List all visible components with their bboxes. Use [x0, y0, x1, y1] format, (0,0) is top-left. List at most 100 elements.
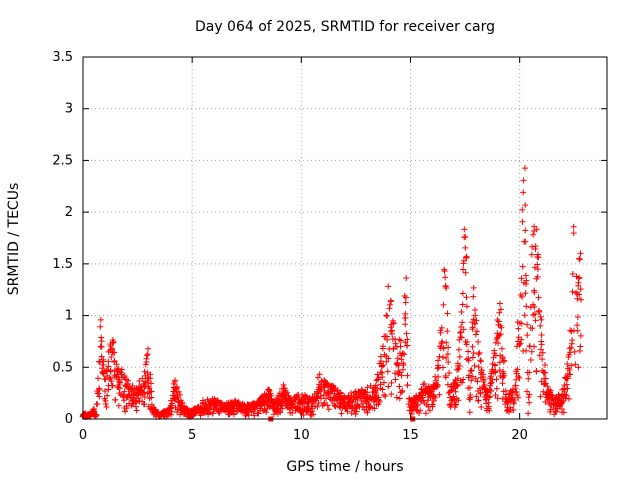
- data-point: [475, 338, 482, 345]
- data-point: [112, 396, 119, 403]
- data-point: [565, 365, 572, 372]
- data-point: [469, 343, 476, 350]
- data-point: [522, 238, 529, 245]
- data-point: [560, 409, 567, 416]
- data-point: [148, 394, 155, 401]
- data-point: [402, 315, 409, 322]
- data-point: [394, 355, 401, 362]
- data-point: [574, 322, 581, 329]
- data-point: [141, 394, 148, 401]
- data-point: [266, 403, 273, 410]
- data-point: [331, 402, 338, 409]
- x-tick-label: 5: [188, 428, 196, 443]
- data-point: [513, 376, 520, 383]
- data-point: [496, 367, 503, 374]
- data-point: [518, 336, 525, 343]
- data-point: [441, 268, 448, 275]
- data-point: [379, 345, 386, 352]
- data-point: [177, 391, 184, 398]
- data-point: [235, 399, 242, 406]
- data-point: [398, 356, 405, 363]
- data-point: [440, 354, 446, 361]
- data-point: [444, 328, 451, 335]
- data-point: [378, 358, 385, 365]
- data-point: [353, 408, 360, 415]
- data-point: [120, 392, 127, 399]
- data-point: [122, 408, 129, 415]
- data-point: [495, 318, 502, 325]
- data-point: [321, 399, 328, 406]
- data-point: [535, 294, 542, 301]
- data-point: [531, 310, 538, 317]
- data-point: [321, 377, 328, 384]
- data-point: [529, 325, 536, 332]
- data-point: [95, 390, 102, 397]
- data-point: [434, 381, 441, 388]
- data-point: [121, 388, 128, 395]
- data-point: [111, 358, 118, 365]
- x-tick-label: 10: [293, 428, 310, 443]
- data-point: [460, 266, 467, 273]
- data-point: [394, 360, 401, 367]
- data-point: [129, 386, 136, 393]
- data-point: [93, 411, 100, 418]
- data-point: [567, 349, 574, 356]
- data-point: [445, 344, 452, 351]
- data-point: [452, 404, 459, 411]
- data-point: [522, 202, 529, 209]
- data-point: [251, 412, 258, 419]
- data-point: [133, 407, 140, 414]
- data-point: [537, 393, 544, 400]
- data-point: [570, 223, 577, 230]
- data-point: [314, 374, 321, 381]
- data-point: [451, 398, 458, 405]
- data-point: [489, 377, 496, 384]
- data-point: [98, 344, 105, 351]
- y-tick-label: 2: [65, 205, 73, 220]
- data-point: [413, 406, 420, 413]
- data-point: [169, 400, 176, 407]
- data-point: [94, 401, 101, 408]
- data-point: [314, 403, 321, 410]
- data-point: [179, 400, 186, 407]
- data-point: [446, 370, 453, 377]
- data-point: [524, 332, 531, 339]
- data-point: [144, 351, 151, 358]
- data-point: [397, 337, 404, 344]
- data-point: [524, 321, 531, 328]
- data-point: [323, 395, 330, 402]
- data-point: [444, 310, 451, 317]
- data-point: [325, 406, 332, 413]
- data-point: [574, 327, 581, 334]
- data-point: [391, 370, 398, 377]
- data-point: [362, 388, 369, 395]
- data-point: [475, 351, 482, 358]
- data-point: [443, 284, 450, 291]
- data-point: [470, 349, 477, 356]
- data-point: [116, 385, 123, 392]
- data-point: [380, 362, 387, 369]
- data-point: [97, 316, 104, 323]
- data-point: [536, 352, 543, 359]
- data-point: [477, 358, 484, 365]
- data-point: [538, 316, 545, 323]
- data-point: [324, 402, 331, 409]
- data-point: [450, 380, 457, 387]
- data-point: [141, 368, 148, 375]
- data-point: [570, 230, 577, 237]
- data-point: [440, 301, 447, 308]
- data-point: [564, 360, 571, 367]
- data-point: [110, 338, 117, 345]
- data-points: [79, 165, 584, 422]
- data-point: [569, 270, 576, 277]
- data-point: [466, 409, 473, 416]
- data-point: [174, 409, 181, 416]
- data-point: [398, 372, 405, 379]
- data-point: [310, 411, 317, 418]
- data-point: [173, 384, 180, 391]
- data-point: [428, 388, 435, 395]
- data-point: [338, 410, 345, 417]
- data-point: [468, 377, 475, 384]
- data-point: [577, 332, 584, 339]
